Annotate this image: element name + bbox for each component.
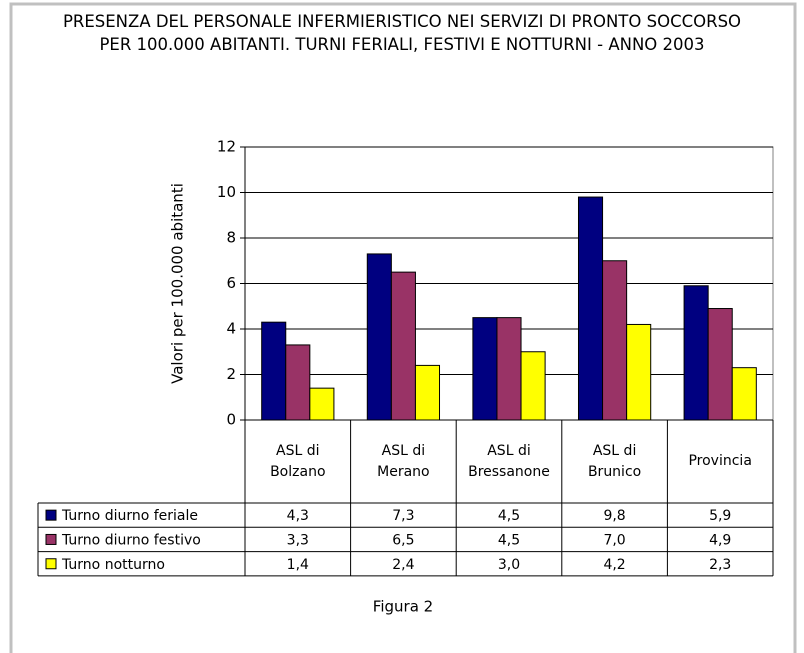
value-label: 7,0 xyxy=(603,532,625,548)
legend-key xyxy=(45,558,57,570)
legend-label: Turno diurno festivo xyxy=(61,532,201,548)
y-tick-label: 10 xyxy=(217,183,236,201)
category-text: Provincia xyxy=(688,453,752,469)
bar xyxy=(472,317,498,421)
legend-key xyxy=(45,533,57,545)
y-tick-label: 8 xyxy=(226,229,236,247)
bar xyxy=(626,323,652,421)
value-label: 2,3 xyxy=(709,557,731,573)
value-label: 2,4 xyxy=(392,557,414,573)
bar xyxy=(261,321,287,421)
legend-key xyxy=(45,509,57,521)
bar xyxy=(683,285,709,421)
bar xyxy=(602,260,628,421)
category-text: ASL di Merano xyxy=(377,442,430,480)
bar xyxy=(390,271,416,421)
y-tick-label: 12 xyxy=(217,138,236,156)
value-label: 5,9 xyxy=(709,508,731,524)
value-label: 4,5 xyxy=(498,508,520,524)
x-tick-label: ASL di Bressanone xyxy=(456,422,562,501)
y-tick-label: 4 xyxy=(226,320,236,338)
bar xyxy=(309,387,335,421)
frame xyxy=(9,2,797,653)
value-label: 3,0 xyxy=(498,557,520,573)
legend-label: Turno diurno feriale xyxy=(61,508,198,524)
bar xyxy=(414,364,441,421)
value-label: 4,2 xyxy=(603,557,625,573)
bar xyxy=(731,367,757,421)
chart-title: PRESENZA DEL PERSONALE INFERMIERISTICO N… xyxy=(62,12,742,54)
x-tick-label: ASL di Brunico xyxy=(562,422,668,501)
x-tick-label: Provincia xyxy=(667,422,773,501)
caption: Figura 2 xyxy=(373,598,433,616)
y-tick-label: 6 xyxy=(226,274,236,292)
bar xyxy=(496,317,522,421)
bar xyxy=(366,253,392,421)
value-label: 9,8 xyxy=(603,508,625,524)
bar xyxy=(577,196,604,421)
category-text: ASL di Bressanone xyxy=(468,442,550,480)
value-label: 4,3 xyxy=(287,508,309,524)
legend-label: Turno notturno xyxy=(61,557,165,573)
bar xyxy=(520,351,546,421)
y-tick-label: 0 xyxy=(226,411,236,429)
bar xyxy=(285,344,311,421)
value-label: 3,3 xyxy=(287,532,309,548)
value-label: 6,5 xyxy=(392,532,414,548)
y-axis-label: Valori per 100.000 abitanti xyxy=(169,183,187,384)
category-text: ASL di Bolzano xyxy=(270,442,326,480)
value-label: 1,4 xyxy=(287,557,309,573)
x-tick-label: ASL di Bolzano xyxy=(245,422,351,501)
category-text: ASL di Brunico xyxy=(587,442,642,480)
value-label: 7,3 xyxy=(392,508,414,524)
value-label: 4,5 xyxy=(498,532,520,548)
y-tick-label: 2 xyxy=(226,365,236,383)
bar xyxy=(707,308,733,421)
value-label: 4,9 xyxy=(709,532,731,548)
x-tick-label: ASL di Merano xyxy=(351,422,457,501)
